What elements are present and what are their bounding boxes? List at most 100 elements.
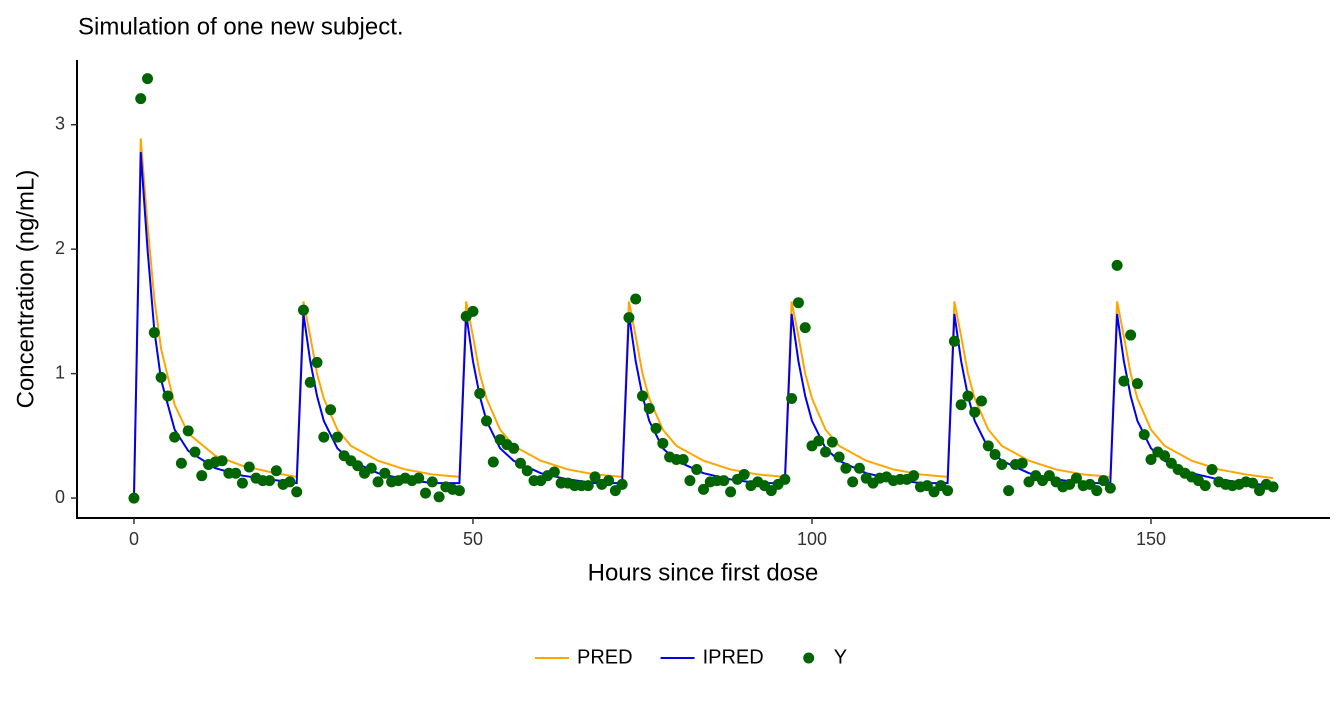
data-point xyxy=(630,293,642,305)
data-point xyxy=(1003,485,1015,497)
data-point xyxy=(1098,475,1110,487)
data-point xyxy=(738,468,750,480)
data-point xyxy=(230,467,242,479)
legend-swatch xyxy=(803,652,815,664)
data-point xyxy=(1138,429,1150,441)
data-point xyxy=(643,402,655,414)
data-point xyxy=(420,487,432,499)
data-point xyxy=(453,485,465,497)
x-axis-label: Hours since first dose xyxy=(588,559,819,586)
data-point xyxy=(264,475,276,487)
data-point xyxy=(847,476,859,488)
data-point xyxy=(908,470,920,482)
data-point xyxy=(243,461,255,473)
data-point xyxy=(182,425,194,437)
data-point xyxy=(1118,375,1130,387)
data-point xyxy=(989,449,1001,461)
data-point xyxy=(379,467,391,479)
legend-label: IPRED xyxy=(703,646,764,668)
data-point xyxy=(236,477,248,489)
data-point xyxy=(1247,477,1259,489)
data-point xyxy=(718,475,730,487)
y-tick-label: 3 xyxy=(55,113,65,133)
data-point xyxy=(826,436,838,448)
series-line xyxy=(132,138,1274,499)
data-point xyxy=(365,462,377,474)
data-point xyxy=(284,476,296,488)
data-point xyxy=(304,376,316,388)
data-point xyxy=(779,473,791,485)
y-tick-label: 1 xyxy=(55,362,65,382)
legend-label: PRED xyxy=(577,646,633,668)
data-point xyxy=(691,463,703,475)
data-point xyxy=(467,305,479,317)
data-point xyxy=(1125,329,1137,341)
data-point xyxy=(792,297,804,309)
data-point xyxy=(270,465,282,477)
data-point xyxy=(1070,472,1082,484)
data-point xyxy=(684,475,696,487)
data-point xyxy=(426,476,438,488)
x-tick-label: 100 xyxy=(797,529,827,549)
y-axis-label: Concentration (ng/mL) xyxy=(12,170,39,409)
data-point xyxy=(189,446,201,458)
data-point xyxy=(148,327,160,339)
data-point xyxy=(1131,378,1143,390)
data-point xyxy=(975,395,987,407)
data-point xyxy=(962,390,974,402)
data-point xyxy=(1091,485,1103,497)
data-point xyxy=(169,431,181,443)
y-tick-label: 0 xyxy=(55,487,65,507)
data-point xyxy=(413,472,425,484)
data-point xyxy=(969,406,981,418)
data-point xyxy=(799,322,811,334)
x-tick-label: 0 xyxy=(129,529,139,549)
data-point xyxy=(142,73,154,85)
data-point xyxy=(1111,259,1123,271)
data-point xyxy=(433,491,445,503)
data-point xyxy=(996,458,1008,470)
data-point xyxy=(853,462,865,474)
data-point xyxy=(1104,482,1116,494)
data-point xyxy=(196,470,208,482)
x-tick-label: 50 xyxy=(463,529,483,549)
data-point xyxy=(677,454,689,466)
data-point xyxy=(352,460,364,472)
data-point xyxy=(474,388,486,400)
series-line xyxy=(132,152,1274,499)
data-point xyxy=(1199,480,1211,492)
data-point xyxy=(481,415,493,427)
data-point xyxy=(311,356,323,368)
data-point xyxy=(508,442,520,454)
data-point xyxy=(521,465,533,477)
data-point xyxy=(650,422,662,434)
data-point xyxy=(331,431,343,443)
data-point xyxy=(162,390,174,402)
data-point xyxy=(948,335,960,347)
data-point xyxy=(786,393,798,405)
data-point xyxy=(582,480,594,492)
data-point xyxy=(1145,454,1157,466)
data-point xyxy=(636,390,648,402)
data-point xyxy=(840,462,852,474)
data-point xyxy=(216,455,228,467)
x-tick-label: 150 xyxy=(1136,529,1166,549)
y-tick-label: 2 xyxy=(55,238,65,258)
data-point xyxy=(603,475,615,487)
data-point xyxy=(813,435,825,447)
data-point xyxy=(955,399,967,411)
data-point xyxy=(1016,457,1028,469)
data-point xyxy=(514,457,526,469)
data-point xyxy=(128,492,140,504)
data-point xyxy=(318,431,330,443)
data-point xyxy=(820,446,832,458)
data-point xyxy=(1267,481,1279,493)
data-point xyxy=(155,371,167,383)
chart-title: Simulation of one new subject. xyxy=(78,13,404,40)
data-point xyxy=(175,457,187,469)
data-point xyxy=(942,485,954,497)
data-point xyxy=(325,404,337,416)
data-point xyxy=(135,93,147,105)
data-point xyxy=(372,476,384,488)
